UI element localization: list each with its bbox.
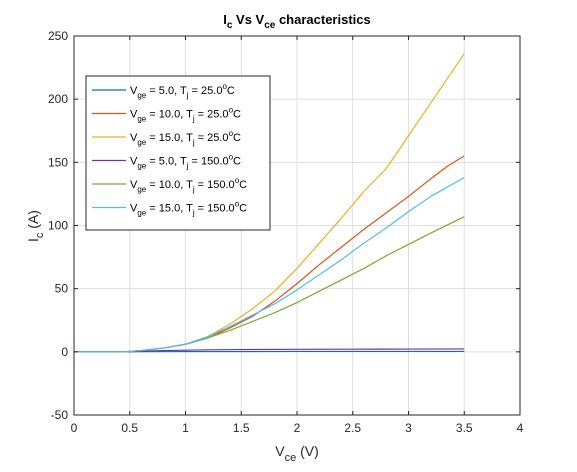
y-tick-label: 150 [48, 155, 68, 169]
y-tick-label: 0 [61, 345, 68, 359]
x-tick-label: 0.5 [121, 421, 138, 435]
x-tick-label: 3 [405, 421, 412, 435]
x-tick-label: 1 [182, 421, 189, 435]
y-tick-label: 100 [48, 219, 68, 233]
x-tick-label: 4 [517, 421, 524, 435]
y-tick-label: -50 [51, 408, 69, 422]
y-tick-label: 250 [48, 29, 68, 43]
y-tick-label: 200 [48, 92, 68, 106]
x-tick-label: 2 [294, 421, 301, 435]
x-tick-label: 0 [71, 421, 78, 435]
x-tick-label: 1.5 [233, 421, 250, 435]
x-tick-label: 2.5 [344, 421, 361, 435]
x-tick-label: 3.5 [456, 421, 473, 435]
y-tick-label: 50 [55, 282, 69, 296]
